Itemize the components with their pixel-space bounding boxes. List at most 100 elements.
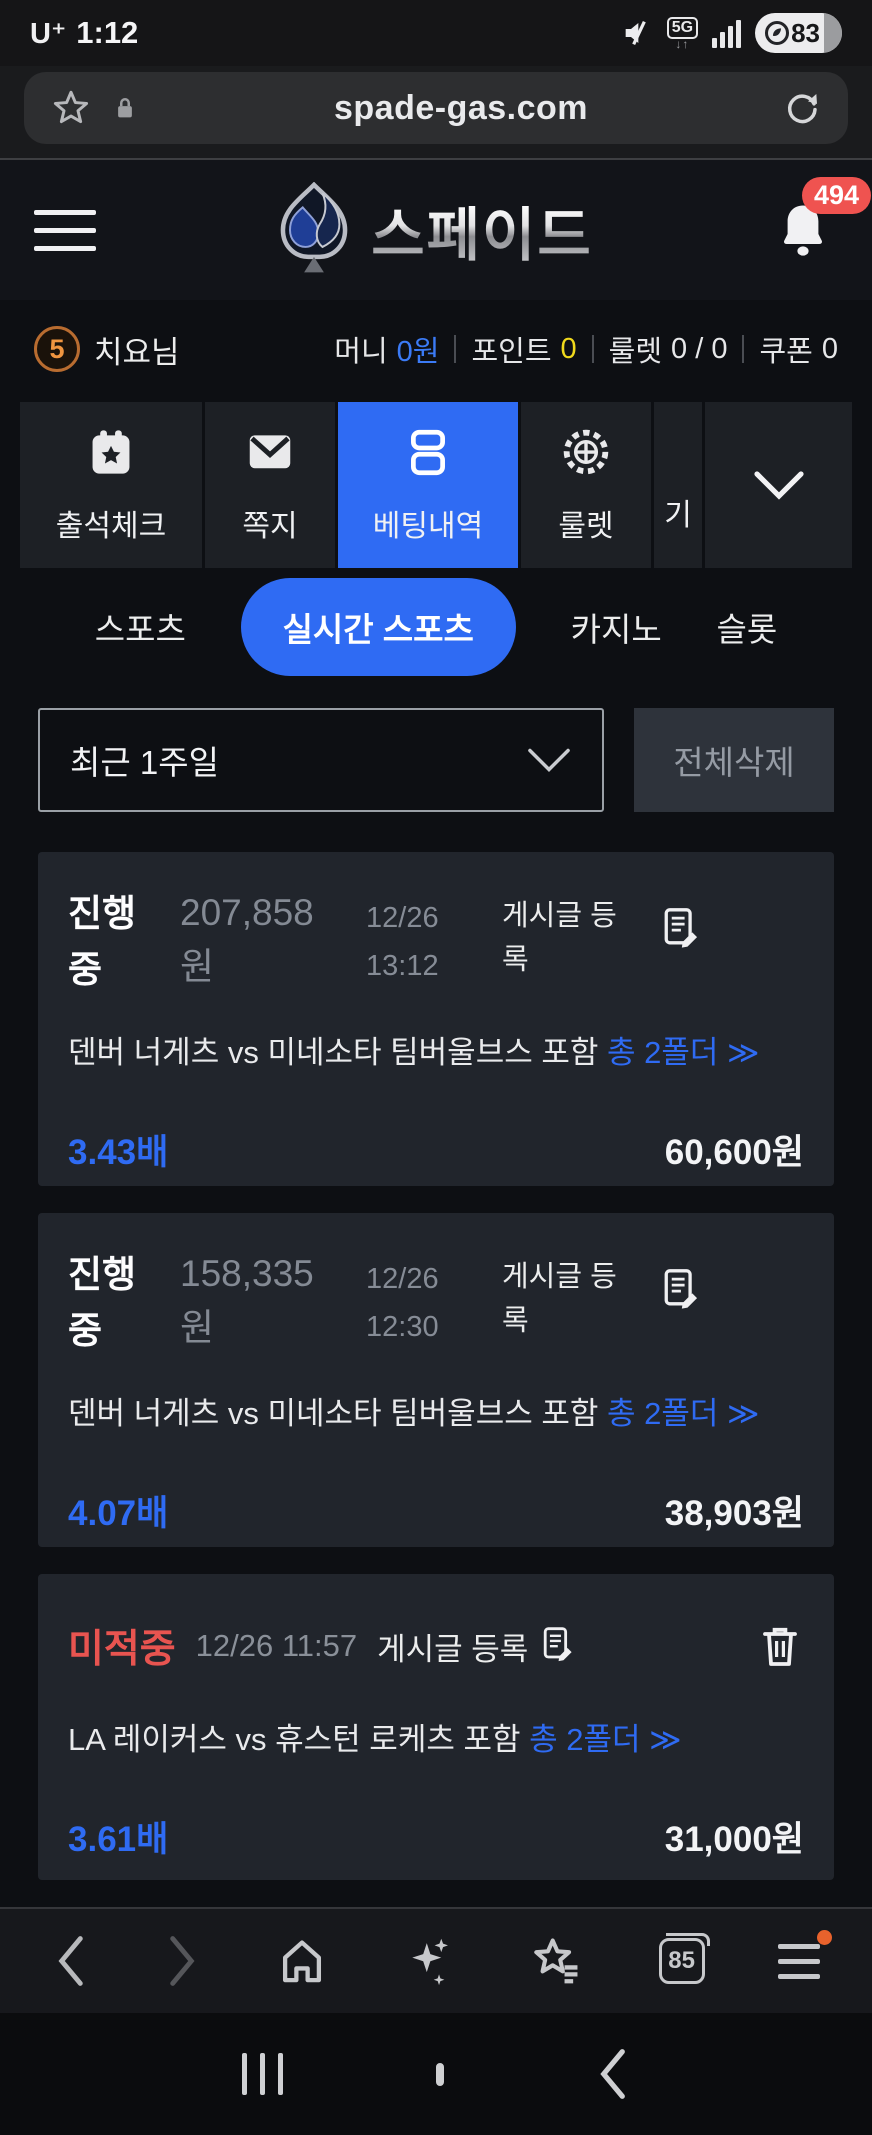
browser-home-button[interactable] — [275, 1934, 329, 1988]
bet-odds: 3.43배 — [68, 1133, 169, 1172]
match-description: 덴버 너게츠 vs 미네소타 팀버울브스 포함 총 2폴더 ≫ — [68, 1396, 760, 1431]
folder-link[interactable]: 총 2폴더 ≫ — [607, 1396, 760, 1431]
period-select-value: 최근 1주일 — [70, 744, 219, 781]
subtab-sports[interactable]: 스포츠 — [94, 611, 186, 648]
calendar-star-icon — [92, 430, 130, 474]
user-info-bar: 5 치요님 머니 0원 포인트 0 룰렛 0 / 0 쿠폰 0 — [0, 300, 872, 398]
delete-all-button[interactable]: 전체삭제 — [634, 708, 834, 812]
menu-hamburger-button[interactable] — [34, 209, 96, 251]
post-register-label: 게시글 등록 — [502, 1261, 617, 1337]
network-5g-icon: 5G ↓↑ — [666, 17, 699, 50]
bet-amount: 158,335 원 — [180, 1253, 314, 1348]
expand-menu-button[interactable] — [705, 402, 852, 568]
match-description: LA 레이커스 vs 휴스턴 로케츠 포함 총 2폴더 ≫ — [68, 1722, 682, 1757]
bet-payout: 31,000원 — [664, 1820, 804, 1859]
chevron-left-icon — [58, 1936, 83, 1986]
home-icon — [282, 1940, 321, 1983]
folder-link[interactable]: 총 2폴더 ≫ — [529, 1722, 682, 1757]
folder-link[interactable]: 총 2폴더 ≫ — [607, 1035, 760, 1070]
tab-partial[interactable]: 기 — [654, 402, 702, 568]
betting-history-list: 진행 중 207,858 원 12/26 13:12 게시글 등록 덴버 너게츠 … — [0, 820, 872, 1907]
roulette-wheel-icon — [563, 429, 609, 475]
home-button[interactable] — [435, 2062, 444, 2086]
back-chevron-icon — [600, 2049, 625, 2099]
spade-flame-logo-icon — [280, 182, 348, 273]
browser-toolbar: 85 — [0, 1907, 872, 2013]
delete-bet-button[interactable] — [756, 1621, 804, 1671]
recent-apps-icon — [242, 2053, 284, 2095]
trash-icon — [763, 1627, 797, 1666]
browser-back-button[interactable] — [52, 1933, 90, 1989]
bookmark-star-icon[interactable] — [50, 87, 92, 129]
filter-row: 최근 1주일 전체삭제 — [0, 686, 872, 820]
bet-odds: 4.07배 — [68, 1494, 169, 1533]
tab-roulette[interactable]: 룰렛 — [521, 402, 651, 568]
user-level-badge: 5 — [34, 326, 80, 372]
site-logo[interactable]: 스페이드 — [96, 182, 768, 278]
bet-card: 미적중 12/26 11:57 게시글 등록 LA 레이커 — [38, 1574, 834, 1880]
bet-odds: 3.61배 — [68, 1820, 169, 1859]
quick-menu-tabs: 출석체크 쪽지 베팅내역 룰렛 기 — [20, 402, 852, 568]
sparkles-icon — [412, 1938, 448, 1986]
status-time: 1:12 — [76, 15, 139, 50]
site-header: 스페이드 494 — [0, 160, 872, 300]
roulette-stat: 룰렛 0 / 0 — [608, 332, 728, 369]
browser-ai-sparkles-button[interactable] — [402, 1932, 456, 1990]
logo-text: 스페이드 — [371, 188, 592, 272]
android-navigation-bar — [0, 2013, 872, 2135]
menu-notification-dot — [816, 1929, 832, 1945]
post-edit-icon[interactable] — [658, 886, 702, 997]
match-description: 덴버 너게츠 vs 미네소타 팀버울브스 포함 총 2폴더 ≫ — [68, 1035, 760, 1070]
back-button[interactable] — [596, 2048, 630, 2100]
mail-icon — [249, 435, 291, 469]
tab-count: 85 — [658, 1933, 710, 1984]
bet-payout: 60,600원 — [664, 1133, 804, 1172]
username: 치요님 — [94, 334, 180, 370]
url-domain-text[interactable]: spade-gas.com — [333, 88, 589, 127]
carrier-label: U⁺ — [30, 18, 67, 50]
period-select[interactable]: 최근 1주일 — [38, 708, 604, 812]
subtab-casino[interactable]: 카지노 — [570, 611, 662, 648]
browser-tabs-button[interactable]: 85 — [658, 1933, 710, 1984]
subtab-live-sports[interactable]: 실시간 스포츠 — [240, 578, 516, 676]
bell-icon — [784, 205, 822, 256]
star-list-icon — [534, 1938, 578, 1984]
notification-bell-button[interactable]: 494 — [768, 177, 872, 261]
tab-attendance-check[interactable]: 출석체크 — [20, 402, 202, 568]
bet-status: 진행 중 — [68, 893, 137, 990]
browser-bookmarks-button[interactable] — [529, 1934, 585, 1988]
notification-count-badge: 494 — [802, 177, 872, 214]
tab-betting-history[interactable]: 베팅내역 — [338, 402, 518, 568]
secure-lock-icon[interactable] — [110, 93, 140, 123]
bet-amount: 207,858 원 — [180, 892, 314, 987]
bet-card: 진행 중 158,335 원 12/26 12:30 게시글 등록 덴버 너게츠 … — [38, 1213, 834, 1547]
browser-menu-button[interactable] — [777, 1929, 832, 1979]
battery-indicator: 83 — [755, 13, 842, 53]
subtab-slots[interactable]: 슬롯 — [716, 611, 778, 648]
bet-payout: 38,903원 — [664, 1494, 804, 1533]
recent-apps-button[interactable] — [242, 2053, 284, 2095]
tab-messages[interactable]: 쪽지 — [205, 402, 335, 568]
post-register-label: 게시글 등록 — [502, 900, 617, 976]
browser-forward-button[interactable] — [163, 1933, 201, 1989]
coupon-stat: 쿠폰 0 — [759, 332, 838, 369]
status-bar: U⁺ 1:12 5G ↓↑ 83 — [0, 0, 872, 66]
bet-status: 미적중 — [68, 1628, 176, 1671]
point-stat: 포인트 0 — [471, 332, 577, 369]
menu-lines-icon — [777, 1943, 820, 1979]
post-edit-icon[interactable] — [538, 1624, 576, 1668]
browser-url-section: spade-gas.com — [0, 66, 872, 160]
refresh-icon[interactable] — [782, 88, 822, 128]
money-stat: 머니 0원 — [334, 336, 440, 368]
bet-datetime: 12/26 12:30 — [366, 1263, 439, 1343]
chevron-down-icon — [753, 471, 804, 500]
post-register-label: 게시글 등록 — [377, 1624, 576, 1669]
mute-icon — [621, 17, 653, 49]
post-edit-icon[interactable] — [658, 1247, 702, 1358]
power-saving-leaf-icon — [765, 20, 790, 46]
signal-strength-icon — [712, 18, 742, 48]
bet-status: 진행 중 — [68, 1254, 137, 1351]
chevron-down-icon — [528, 748, 570, 772]
bet-card: 진행 중 207,858 원 12/26 13:12 게시글 등록 덴버 너게츠 … — [38, 852, 834, 1186]
url-bar[interactable]: spade-gas.com — [24, 72, 848, 144]
